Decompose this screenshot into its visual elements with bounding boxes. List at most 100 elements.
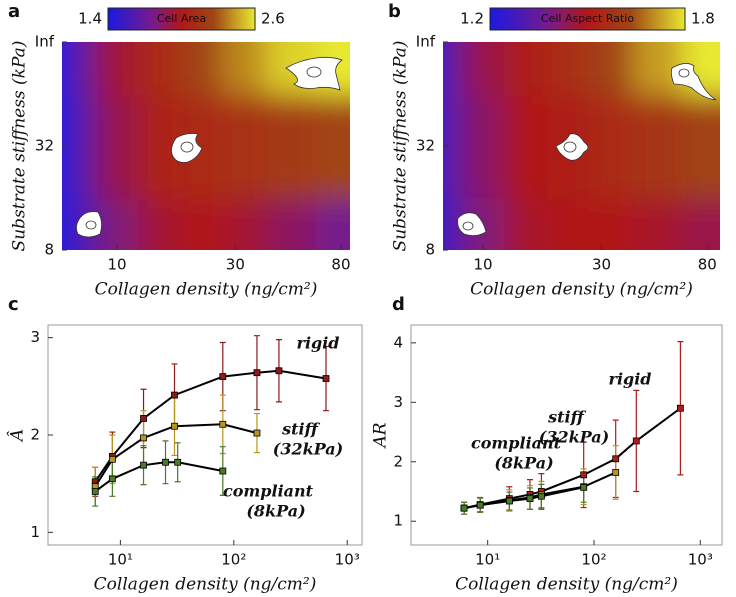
panel-letter: c (8, 294, 19, 315)
marker (140, 461, 147, 469)
x-tick-label: 30 (592, 256, 611, 274)
series-label: compliant (471, 434, 562, 453)
panel-letter: d (392, 294, 405, 315)
marker (580, 483, 588, 491)
heatmap-cell (62, 42, 72, 95)
marker (526, 495, 534, 503)
series-line (94, 369, 327, 483)
nucleus (180, 141, 194, 153)
marker (677, 404, 684, 412)
colorbar-tick-label: 1.2 (460, 10, 484, 28)
heatmap-cell (181, 42, 224, 95)
heatmap-cells (62, 42, 350, 250)
heatmap-cell (632, 94, 683, 199)
cell-icon (670, 63, 717, 101)
cell-icon (555, 133, 589, 161)
marker (108, 455, 116, 463)
panel-letter: a (8, 1, 20, 22)
marker (174, 458, 182, 466)
x-tick-label: 10³ (688, 551, 713, 569)
heatmap-cell (70, 42, 99, 95)
cell-icon (171, 133, 203, 163)
marker (140, 415, 147, 422)
x-axis-label: Collagen density (ng/cm²) (95, 280, 318, 300)
series-label: stiff (547, 408, 586, 427)
x-tick-label: 10² (581, 551, 606, 569)
heatmap-cell (97, 94, 140, 199)
x-tick-label: 10 (107, 256, 126, 274)
colorbar (107, 7, 256, 31)
heatmap-cell (504, 42, 549, 95)
heatmap-cell (463, 42, 506, 95)
nucleus (85, 220, 97, 230)
y-tick-label: 8 (44, 241, 54, 259)
y-tick-label: 3 (393, 393, 403, 411)
heatmap-cell (504, 94, 549, 199)
marker (219, 373, 227, 380)
marker (612, 469, 620, 476)
series-line (94, 423, 258, 488)
x-tick-label: 30 (226, 256, 245, 274)
marker (275, 367, 283, 375)
marker (537, 492, 545, 500)
y-tick-label: Inf (416, 33, 436, 51)
marker (612, 455, 620, 463)
heatmap-cell (70, 94, 99, 199)
colorbar-tick-label: 2.6 (261, 10, 285, 28)
y-axis-label: Substrate stiffness (kPa) (391, 41, 411, 252)
x-tick-label: 10¹ (108, 551, 133, 569)
heatmap-cell (588, 198, 634, 250)
series-label: compliant (223, 482, 314, 501)
heatmap-cell (315, 94, 350, 199)
x-tick-label: 80 (331, 256, 350, 274)
y-tick-label: 2 (30, 426, 40, 444)
marker (171, 422, 178, 430)
cell-icons (76, 56, 717, 238)
heatmap-cell (681, 198, 720, 250)
heatmap-cell (547, 198, 590, 250)
marker (253, 369, 261, 377)
heatmap-cell (443, 42, 465, 95)
heatmap-cell (181, 198, 224, 250)
nucleus (306, 66, 322, 78)
x-tick-label: 10¹ (475, 551, 500, 569)
nucleus (462, 221, 474, 231)
marker (91, 488, 99, 495)
marker (460, 504, 468, 512)
colorbar-label: Cell Aspect Ratio (541, 12, 634, 25)
x-tick-label: 80 (698, 256, 717, 274)
colorbar-tick-label: 1.8 (691, 10, 715, 28)
y-tick-label: 4 (393, 333, 403, 351)
y-tick-label: Inf (35, 33, 55, 51)
heatmap-cell (266, 198, 317, 250)
colorbar (489, 7, 686, 31)
marker (219, 420, 227, 428)
heatmap-cell (681, 94, 720, 199)
heatmap-cell (547, 42, 590, 95)
x-tick-label: 10 (473, 256, 492, 274)
heatmap-cell (588, 42, 634, 95)
series-note: (32kPa) (539, 428, 609, 447)
heatmap-cell (138, 198, 183, 250)
heatmap (443, 42, 720, 250)
series-note: (8kPa) (494, 454, 553, 473)
heatmap-cell (266, 94, 317, 199)
heatmap-cell (588, 94, 634, 199)
series-label: stiff (281, 420, 320, 439)
heatmap-cell (222, 198, 268, 250)
plot-frame (410, 324, 723, 546)
heatmap-cell (62, 198, 72, 250)
marker (253, 429, 261, 437)
x-axis-label: Collagen density (ng/cm²) (455, 575, 678, 595)
cell-icon (457, 212, 487, 236)
x-axis-label: Collagen density (ng/cm²) (470, 280, 693, 300)
colorbar-tick-label: 1.4 (78, 10, 102, 28)
x-tick-label: 10³ (335, 551, 360, 569)
y-tick-label: 1 (393, 512, 403, 530)
heatmap-cell (222, 42, 268, 95)
marker (476, 501, 484, 509)
heatmap-cell (315, 198, 350, 250)
marker (580, 471, 588, 479)
nucleus (678, 68, 690, 78)
